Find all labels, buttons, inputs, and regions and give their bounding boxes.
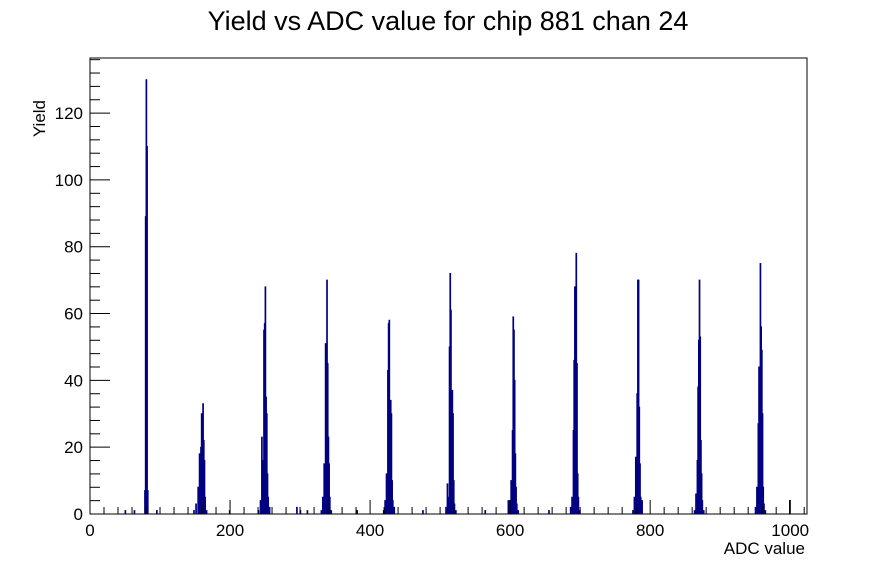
- histogram-bin-81: [146, 146, 148, 514]
- y-tick-label: 100: [55, 171, 83, 190]
- histogram-bin-775: [632, 510, 634, 514]
- histogram-bin-788: [641, 500, 643, 514]
- histogram-bin-243: [259, 500, 262, 514]
- histogram-bin-148: [193, 510, 195, 514]
- histogram-bars: [124, 79, 791, 514]
- y-axis-label: Yield: [30, 100, 49, 137]
- y-axis: 0 20 40 60 80 100 120: [55, 59, 110, 524]
- histogram-bin-334: [323, 463, 326, 514]
- histogram-bin-777: [633, 496, 636, 514]
- x-tick-label: 600: [496, 521, 524, 540]
- histogram-bin-874: [701, 500, 704, 514]
- histogram-bin-606: [513, 379, 516, 514]
- histogram-bin-863: [693, 510, 696, 514]
- histogram-bin-518: [452, 413, 454, 514]
- histogram-bin-783: [637, 279, 640, 514]
- histogram-bin-522: [455, 510, 457, 514]
- histogram-bin-82: [146, 490, 149, 514]
- chart-title: Yield vs ADC value for chip 881 chan 24: [208, 6, 689, 36]
- histogram-bin-95: [156, 510, 158, 514]
- histogram-bin-608: [515, 486, 517, 514]
- histogram-bin-784: [638, 406, 641, 514]
- histogram-bin-686: [569, 506, 572, 514]
- histogram-bin-873: [700, 473, 703, 514]
- histogram-bin-952: [756, 486, 758, 514]
- histogram-bin-865: [695, 493, 697, 514]
- histogram-bin-431: [391, 480, 393, 514]
- histogram-bin-519: [452, 480, 455, 514]
- y-tick-label: 60: [64, 305, 83, 324]
- histogram-bin-341: [328, 463, 330, 514]
- histogram-bin-164: [204, 496, 207, 514]
- histogram-bin-50: [124, 510, 127, 514]
- histogram-bin-779: [634, 456, 637, 514]
- histogram-bin-785: [639, 463, 641, 514]
- histogram-bin-63: [133, 510, 136, 514]
- histogram-bin-421: [384, 500, 386, 514]
- histogram-bin-430: [390, 413, 393, 514]
- histogram-bin-964: [764, 510, 767, 514]
- y-tick-label: 20: [64, 438, 83, 457]
- histogram-bin-434: [393, 506, 396, 514]
- histogram-bin-871: [699, 336, 702, 514]
- histogram-bin-611: [517, 510, 520, 514]
- y-tick-label: 40: [64, 371, 83, 390]
- histogram-bin-786: [639, 496, 642, 514]
- histogram-bin-607: [514, 453, 517, 514]
- x-axis: 0 200 400 600 800 1000: [85, 500, 809, 540]
- histogram-bin-254: [267, 496, 270, 514]
- histogram-bin-697: [577, 496, 580, 514]
- x-axis-label: ADC value: [724, 539, 805, 558]
- histogram-bin-655: [548, 510, 550, 514]
- x-tick-label: 800: [636, 521, 664, 540]
- histogram-bin-332: [321, 496, 324, 514]
- x-tick-label: 400: [356, 521, 384, 540]
- histogram-bin-423: [385, 473, 388, 514]
- histogram-bin-310: [306, 510, 309, 514]
- histogram-bin-252: [265, 413, 268, 514]
- histogram-bin-601: [510, 480, 513, 514]
- histogram-bin-154: [197, 486, 200, 514]
- histogram-bin-427: [388, 319, 391, 514]
- histogram-bin-688: [571, 496, 573, 514]
- x-tick-label: 1000: [771, 521, 809, 540]
- histogram-bin-166: [205, 510, 208, 514]
- histogram-bin-475: [422, 510, 424, 514]
- histogram-bin-510: [446, 483, 449, 514]
- histogram-bin-960: [761, 413, 764, 514]
- x-tick-label: 0: [85, 521, 94, 540]
- histogram-bin-245: [261, 436, 263, 514]
- histogram-bin-432: [391, 500, 394, 514]
- histogram-bin-344: [330, 510, 333, 514]
- histogram-bin-295: [296, 506, 298, 514]
- histogram-bin-696: [576, 473, 579, 514]
- histogram-bin-163: [203, 460, 206, 514]
- histogram-bin-609: [515, 503, 518, 514]
- x-tick-label: 200: [216, 521, 244, 540]
- histogram-bin-597: [507, 500, 510, 514]
- histogram-bin-962: [763, 503, 765, 514]
- histogram-bin-961: [762, 486, 765, 514]
- histogram-bin-151: [195, 503, 197, 514]
- y-tick-label: 120: [55, 104, 83, 123]
- y-tick-label: 0: [74, 505, 83, 524]
- histogram-bin-508: [445, 506, 447, 514]
- histogram-bin-156: [198, 453, 201, 514]
- histogram-bin-876: [702, 510, 705, 514]
- histogram-bin-256: [268, 506, 271, 514]
- histogram-bin-253: [266, 473, 269, 514]
- histogram-bin-381: [356, 510, 358, 514]
- y-tick-label: 80: [64, 238, 83, 257]
- histogram-bin-695: [576, 363, 578, 514]
- histogram-bin-330: [320, 510, 323, 514]
- histogram-bin-950: [754, 506, 757, 514]
- histogram-bin-342: [328, 496, 331, 514]
- histogram-bin-564: [484, 510, 487, 514]
